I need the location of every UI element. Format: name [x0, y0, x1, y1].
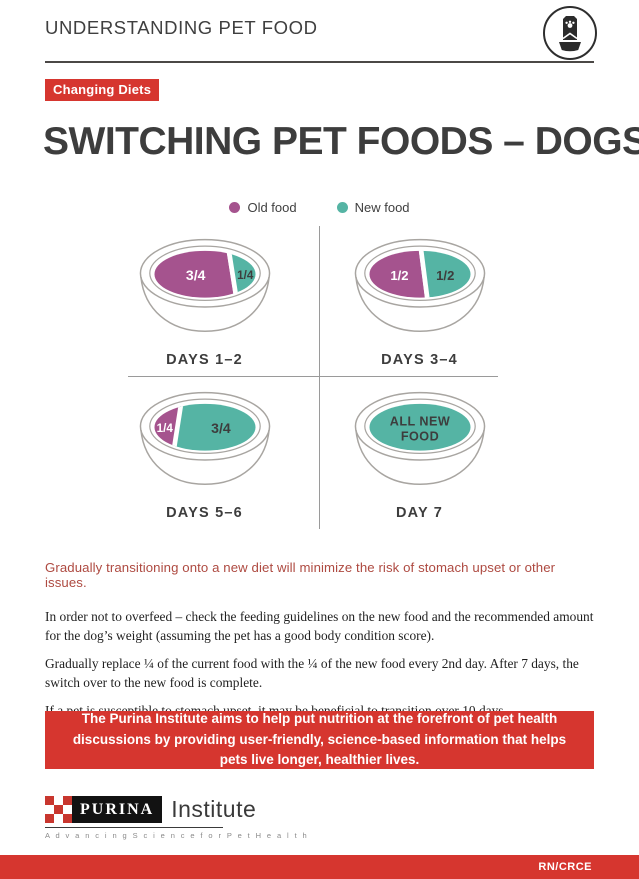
document-header-title: UNDERSTANDING PET FOOD [45, 17, 318, 38]
body-text: Gradually transitioning onto a new diet … [45, 560, 594, 729]
bowl-caption: DAYS 5–6 [166, 505, 243, 521]
legend-label: Old food [247, 200, 297, 215]
bowl-diagram-day-7: ALL NEW FOOD [354, 391, 485, 486]
bowls-grid: 3/4 1/4 DAYS 1–2 1/ [45, 224, 595, 530]
old-food-fraction: 3/4 [185, 267, 205, 283]
bowl-panel-day-7: ALL NEW FOOD DAY 7 [320, 377, 595, 529]
pet-food-bag-bowl-icon [543, 6, 597, 60]
highlight-sentence: Gradually transitioning onto a new diet … [45, 560, 556, 590]
all-new-food-label-line2: FOOD [400, 429, 438, 443]
old-food-fraction: 1/4 [156, 422, 173, 435]
paragraph: Gradually replace ¼ of the current food … [45, 656, 579, 691]
purina-wordmark: PURINA [72, 796, 163, 823]
legend-item-old-food: Old food [229, 200, 297, 215]
purina-checkerboard-icon [45, 796, 72, 823]
bowl-diagram-days-5-6: 1/4 3/4 [139, 391, 270, 486]
bowl-diagram-days-3-4: 1/2 1/2 [354, 238, 485, 333]
page-title: SWITCHING PET FOODS – DOGS [43, 120, 639, 163]
paragraph: In order not to overfeed – check the fee… [45, 609, 594, 644]
legend-label: New food [354, 200, 410, 215]
document-code: RN/CRCE [538, 861, 592, 873]
header-divider [45, 61, 594, 63]
bowl-panel-days-5-6: 1/4 3/4 DAYS 5–6 [45, 377, 320, 529]
bowl-caption: DAYS 1–2 [166, 352, 243, 368]
purina-institute-logo: PURINA Institute A d v a n c i n g S c i… [45, 796, 309, 840]
all-new-food-label-line1: ALL NEW [389, 414, 449, 428]
bowl-diagram-days-1-2: 3/4 1/4 [139, 238, 270, 333]
section-badge: Changing Diets [45, 79, 160, 101]
grid-horizontal-divider [128, 376, 498, 377]
grid-vertical-divider [319, 226, 320, 529]
logo-tagline: A d v a n c i n g S c i e n c e f o r P … [45, 831, 309, 840]
bowl-caption: DAY 7 [395, 505, 444, 521]
institute-wordmark: Institute [171, 796, 257, 822]
old-food-fraction: 1/2 [390, 268, 408, 283]
legend-item-new-food: New food [336, 200, 410, 215]
bowl-caption: DAYS 3–4 [381, 352, 458, 368]
logo-divider [45, 827, 223, 828]
new-food-swatch [336, 202, 348, 213]
bowl-panel-days-1-2: 3/4 1/4 DAYS 1–2 [45, 224, 320, 376]
legend: Old food New food [0, 200, 639, 215]
new-food-fraction: 1/4 [237, 269, 254, 282]
purina-mission-callout: The Purina Institute aims to help put nu… [45, 711, 594, 769]
new-food-fraction: 3/4 [211, 420, 231, 436]
bottom-accent-bar: RN/CRCE [0, 855, 639, 879]
new-food-fraction: 1/2 [436, 268, 454, 283]
old-food-swatch [229, 202, 241, 213]
bowl-panel-days-3-4: 1/2 1/2 DAYS 3–4 [320, 224, 595, 376]
